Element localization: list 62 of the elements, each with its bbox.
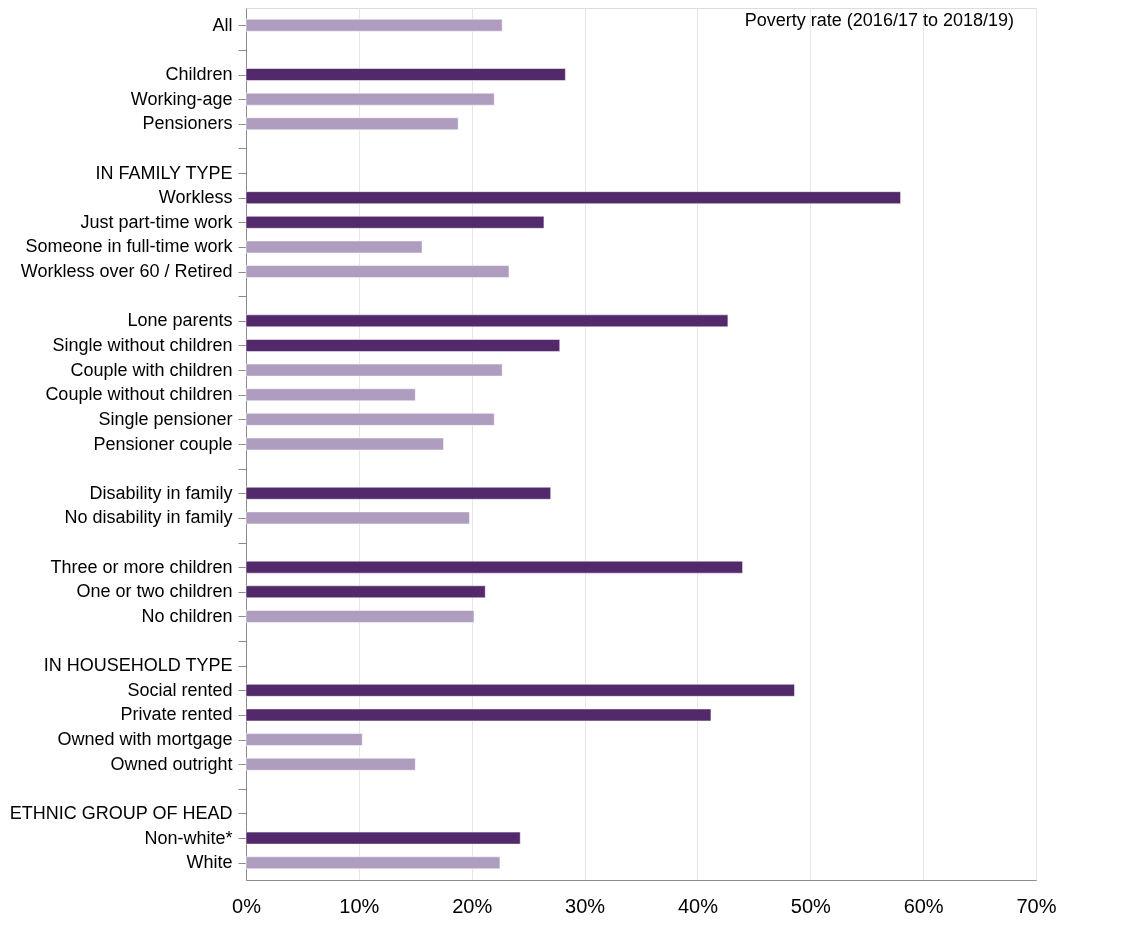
bar: [245, 339, 560, 352]
y-tick-label: Non-white*: [144, 827, 233, 848]
bar: [245, 117, 459, 131]
y-tick-label: Someone in full-time work: [25, 236, 234, 257]
x-tick-label: 50%: [790, 894, 832, 917]
y-tick-label: IN FAMILY TYPE: [95, 162, 233, 183]
bar: [245, 610, 475, 623]
y-tick-label: Couple with children: [70, 359, 233, 380]
x-tick-label: 20%: [452, 894, 493, 917]
bar: [245, 733, 363, 746]
bar: [245, 265, 510, 278]
y-tick-label: Private rented: [120, 704, 233, 725]
x-tick-label: 10%: [339, 894, 380, 917]
x-tick-label: 70%: [1016, 894, 1057, 917]
y-tick-label: Disability in family: [89, 482, 233, 503]
bar: [245, 314, 729, 328]
bar: [245, 388, 416, 401]
y-tick-label: Owned with mortgage: [57, 729, 233, 750]
bar: [245, 240, 423, 254]
bar: [245, 18, 503, 32]
bar: [245, 831, 521, 845]
y-tick-label: Social rented: [127, 679, 233, 700]
y-tick-label: All: [212, 14, 233, 35]
x-tick-label: 60%: [903, 894, 944, 917]
y-tick-label: Working-age: [130, 88, 233, 109]
bar: [245, 757, 416, 771]
bar: [245, 560, 743, 574]
y-tick-label: Three or more children: [50, 556, 233, 577]
bar: [245, 413, 495, 426]
y-tick-label: Workless: [158, 187, 233, 208]
y-tick-label: One or two children: [76, 581, 233, 602]
y-tick-label: ETHNIC GROUP OF HEAD: [9, 802, 233, 823]
y-tick-label: Single pensioner: [98, 408, 233, 429]
bar: [245, 363, 503, 377]
y-tick-label: Owned outright: [110, 753, 233, 774]
bar: [245, 191, 901, 204]
y-tick-label: Workless over 60 / Retired: [20, 261, 233, 282]
x-tick-label: 0%: [232, 894, 262, 917]
y-tick-label: Single without children: [52, 334, 233, 355]
y-tick-label: No children: [141, 605, 233, 626]
bar: [245, 511, 470, 525]
y-tick-label: Just part-time work: [80, 211, 234, 232]
bar: [245, 684, 795, 697]
x-tick-label: 40%: [677, 894, 719, 917]
y-tick-label: Pensioners: [142, 113, 233, 134]
bar: [245, 487, 551, 500]
y-tick-label: Pensioner couple: [93, 433, 233, 454]
y-tick-label: White: [186, 852, 233, 873]
y-tick-label: Children: [165, 64, 233, 85]
bar: [245, 92, 495, 106]
bar: [245, 856, 501, 870]
bar: [245, 585, 486, 599]
y-tick-label: Lone parents: [127, 310, 233, 331]
bar: [245, 708, 712, 722]
chart-title: Poverty rate (2016/17 to 2018/19): [744, 10, 1014, 30]
x-tick-label: 30%: [565, 894, 606, 917]
y-tick-label: No disability in family: [64, 507, 233, 528]
y-tick-label: IN HOUSEHOLD TYPE: [43, 655, 233, 676]
bar: [245, 437, 444, 451]
y-tick-label: Couple without children: [45, 384, 233, 405]
bar: [245, 216, 545, 229]
bar: [245, 68, 566, 81]
